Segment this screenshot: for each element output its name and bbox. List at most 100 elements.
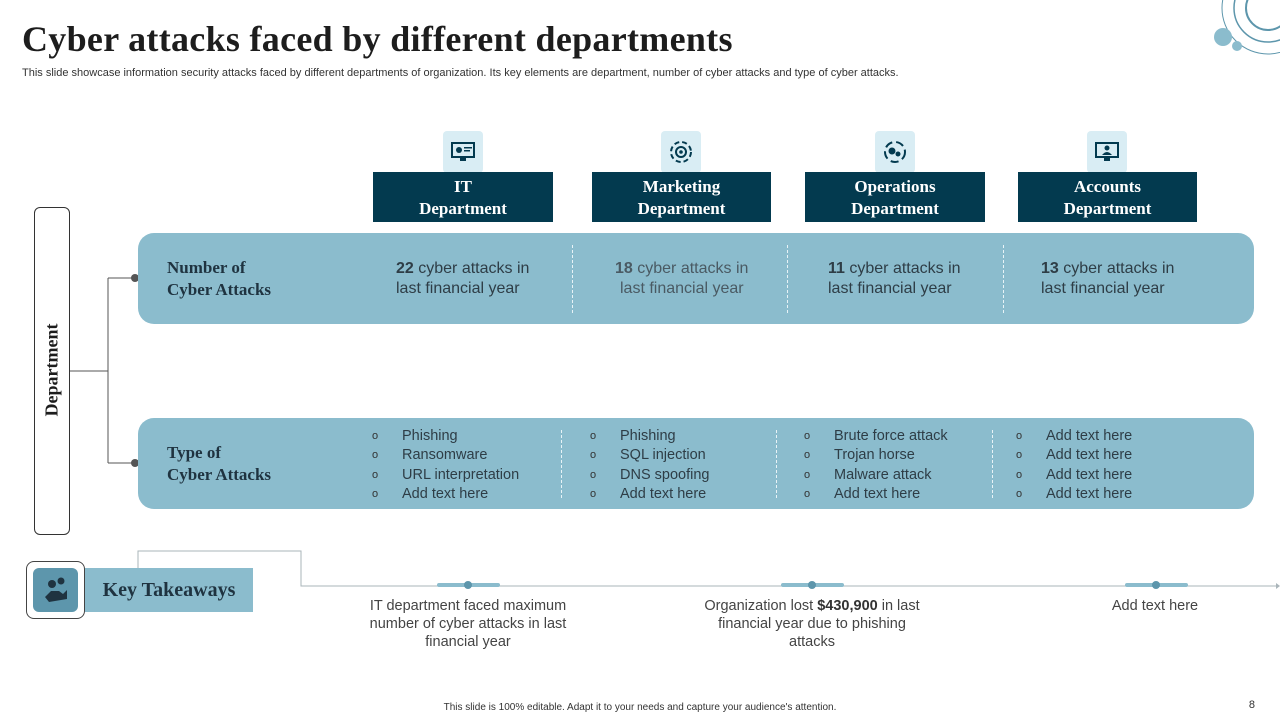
row-label-line1: Number of [167,258,246,277]
bullet: o [590,468,597,481]
bullet: o [804,449,811,462]
takeaway-amount: $430,900 [817,598,878,614]
list-item-text: Brute force attack [834,428,948,444]
list-item: o Add text here [1016,485,1132,504]
attack-count-line1: 13 cyber attacks in [1041,259,1216,279]
attack-count-it: 22 cyber attacks in last financial year [396,259,571,299]
dept-header-line2: Department [1063,199,1152,218]
takeaway-item-3: Add text here [1111,598,1199,614]
bullet: o [1016,487,1023,500]
column-divider [1003,245,1004,313]
decorative-circles-icon [1214,0,1280,55]
list-item: o Phishing [590,427,709,446]
computer-user-icon [1087,131,1127,173]
attack-count-row-label: Number of Cyber Attacks [167,257,271,301]
attack-count-row [138,233,1254,324]
attack-count-marketing: 18 cyber attacks in last financial year [615,259,790,299]
list-item: o Add text here [1016,466,1132,485]
column-divider [992,430,993,498]
page-subtitle: This slide showcase information security… [22,67,899,79]
attack-count-operations: 11 cyber attacks in last financial year [828,259,1003,299]
list-item-text: Ransomware [402,447,488,464]
key-takeaways-label: Key Takeaways [85,568,253,612]
attack-count-value: 13 [1041,260,1059,277]
list-item: o SQL injection [590,446,709,465]
takeaway-text: in last financial year due to phishing a… [718,598,920,650]
bullet: o [1016,430,1023,442]
row-label-line1: Type of [167,443,221,462]
list-item: o DNS spoofing [590,466,709,485]
bullet: o [804,430,811,442]
dept-header-marketing: Marketing Department [592,172,771,222]
bullet: o [804,487,811,500]
takeaway-item-1: IT department faced maximum number of cy… [369,598,567,650]
dept-header-line1: IT [454,177,472,196]
attack-count-line2: last financial year [828,280,952,297]
attack-count-line2: last financial year [396,280,520,297]
column-divider [561,430,562,498]
bullet: o [372,487,379,500]
list-item: o Add text here [372,485,519,504]
bullet: o [372,449,379,462]
gears-cycle-icon [875,131,915,173]
dept-header-line1: Accounts [1073,177,1142,196]
page-number: 8 [1248,699,1255,711]
dept-header-it: IT Department [373,172,553,222]
list-item: o URL interpretation [372,466,519,485]
attack-type-list-it: o Phishing o Ransomware o URL interpretatio… [372,427,519,504]
attack-count-value: 22 [396,260,414,277]
attack-count-line2: last financial year [620,280,744,297]
list-item-text: Add text here [620,485,707,502]
dept-header-line2: Department [419,199,507,218]
list-item: o Malware attack [804,466,948,485]
attack-count-line2: last financial year [1041,280,1165,297]
attack-count-line1: 22 cyber attacks in [396,259,571,279]
department-side-label: Department [41,323,62,417]
attack-count-value: 11 [828,260,845,277]
list-item: o Add text here [590,485,709,504]
monitor-gear-icon [443,131,483,173]
dept-header-line1: Marketing [642,177,721,196]
bullet: o [372,430,379,442]
list-item-text: Malware attack [834,466,932,483]
takeaway-text: Organization lost [704,598,818,614]
bullet: o [1016,468,1023,481]
footer-note: This slide is 100% editable. Adapt it to… [443,702,837,713]
target-cycle-icon [661,131,701,173]
list-item-text: Add text here [402,485,489,502]
list-item-text: Trojan horse [834,447,915,464]
list-item-text: Phishing [620,428,676,444]
bullet: o [590,430,597,442]
list-item-text: Add text here [1046,447,1133,464]
list-item: o Add text here [804,485,948,504]
bullet: o [1016,449,1023,462]
list-item: o Brute force attack [804,427,948,446]
column-divider [776,430,777,498]
bullet: o [804,468,811,481]
column-divider [572,245,573,313]
attack-count-line1: 11 cyber attacks in [828,259,1003,279]
attack-type-list-operations: o Brute force attack o Trojan horse o Malwa… [804,427,948,504]
list-item: o Phishing [372,427,519,446]
takeaway-item-2: Organization lost $430,900 in last finan… [697,597,927,651]
column-divider [787,245,788,313]
dept-header-accounts: Accounts Department [1018,172,1197,222]
list-item-text: Phishing [402,428,458,444]
attack-count-text: cyber attacks in [413,260,530,277]
attack-count-text: cyber attacks in [632,260,749,277]
list-item-text: Add text here [1046,466,1133,483]
attack-type-list-marketing: o Phishing o SQL injection o DNS spoofing o… [590,427,709,504]
attack-count-value: 18 [615,260,633,277]
list-item: o Trojan horse [804,446,948,465]
list-item: o Ransomware [372,446,519,465]
attack-count-line1: 18 cyber attacks in [615,259,790,279]
dept-header-line1: Operations [854,177,936,196]
key-takeaways-frame [26,561,85,619]
page-title: Cyber attacks faced by different departm… [22,19,733,59]
bullet: o [590,449,597,462]
attack-type-list-accounts: o Add text here o Add text here o Add text … [1016,427,1132,504]
hand-coins-icon [33,568,78,612]
bullet: o [590,487,597,500]
list-item-text: Add text here [834,485,921,502]
list-item-text: URL interpretation [402,466,520,483]
